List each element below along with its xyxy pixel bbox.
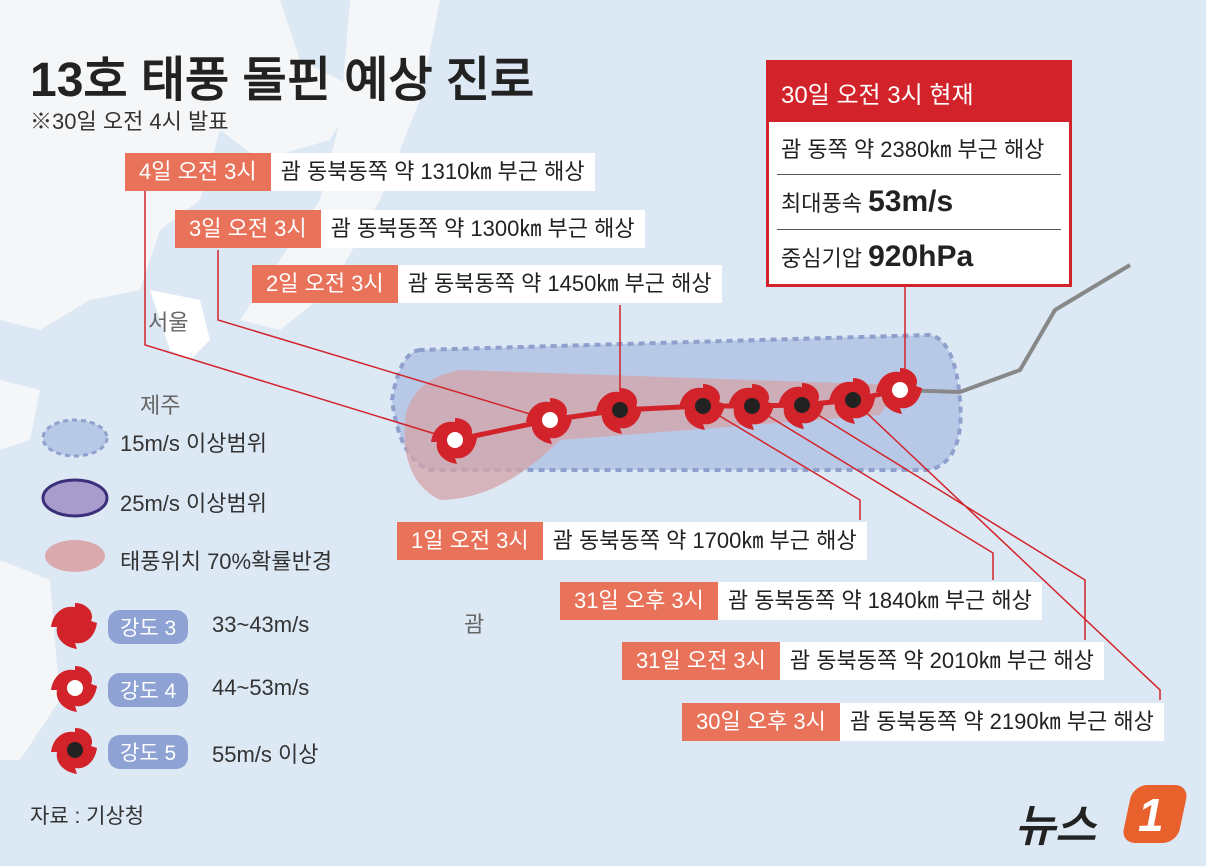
logo-text: 뉴스: [1015, 802, 1096, 851]
time: 31일 오후 3시: [560, 582, 718, 620]
forecast-label: 30일 오후 3시 괌 동북동쪽 약 2190㎞ 부근 해상: [682, 703, 1164, 741]
legend-symbol: [51, 603, 97, 774]
current-pressure: 중심기압 920hPa: [777, 230, 1061, 284]
subtitle: ※30일 오전 4시 발표: [30, 109, 229, 134]
intensity-pill: 강도 4: [108, 673, 189, 707]
past-track: [899, 263, 1132, 395]
intensity-range: 55m/s 이상: [212, 742, 319, 767]
intensity-range: 33~43m/s: [212, 612, 310, 637]
forecast-label: 4일 오전 3시 괌 동북동쪽 약 1310㎞ 부근 해상: [125, 153, 595, 191]
value: 53m/s: [868, 185, 954, 218]
forecast-label: 3일 오전 3시 괌 동북동쪽 약 1300㎞ 부근 해상: [175, 210, 645, 248]
legend-symbol: [45, 540, 105, 572]
legend-label: 태풍위치 70%확률반경: [120, 549, 333, 574]
time: 31일 오전 3시: [622, 642, 780, 680]
logo-mark: 1: [1138, 789, 1164, 841]
title: 13호 태풍 돌핀 예상 진로: [30, 54, 535, 107]
intensity-range: 44~53m/s: [212, 675, 310, 700]
desc: 괌 동북동쪽 약 1300㎞ 부근 해상: [320, 210, 645, 248]
desc: 괌 동북동쪽 약 1450㎞ 부근 해상: [397, 265, 722, 303]
probability-radius: [404, 370, 900, 500]
land-korea: [150, 290, 210, 360]
forecast-label: 31일 오후 3시 괌 동북동쪽 약 1840㎞ 부근 해상: [560, 582, 1042, 620]
time: 2일 오전 3시: [252, 265, 398, 303]
label: 최대풍속: [781, 191, 862, 216]
forecast-label: 1일 오전 3시 괌 동북동쪽 약 1700㎞ 부근 해상: [397, 522, 867, 560]
legend-label: 15m/s 이상범위: [120, 431, 267, 456]
time: 4일 오전 3시: [125, 153, 271, 191]
time: 30일 오후 3시: [682, 703, 840, 741]
desc: 괌 동북동쪽 약 1700㎞ 부근 해상: [542, 522, 867, 560]
place-label: 서울: [148, 310, 189, 335]
label: 중심기압: [781, 246, 862, 271]
desc: 괌 동북동쪽 약 1310㎞ 부근 해상: [270, 153, 595, 191]
desc: 괌 동북동쪽 약 1840㎞ 부근 해상: [717, 582, 1042, 620]
place-label: 괌: [464, 612, 485, 637]
current-wind: 최대풍속 53m/s: [777, 175, 1061, 230]
forecast-label: 2일 오전 3시 괌 동북동쪽 약 1450㎞ 부근 해상: [252, 265, 722, 303]
time: 1일 오전 3시: [397, 522, 543, 560]
value: 920hPa: [868, 240, 974, 273]
place-label: 제주: [140, 393, 181, 418]
land-south: [0, 380, 60, 760]
connectors: [144, 190, 1161, 700]
intensity-pill: 강도 3: [108, 610, 189, 644]
desc: 괌 동북동쪽 약 2010㎞ 부근 해상: [779, 642, 1104, 680]
logo-mark-bg: [1123, 785, 1187, 843]
legend-symbol: [41, 418, 109, 458]
current-header: 30일 오전 3시 현재: [769, 63, 1069, 122]
typhoon-points: [431, 368, 922, 464]
desc: 괌 동북동쪽 약 2190㎞ 부근 해상: [839, 703, 1164, 741]
current-box: 30일 오전 3시 현재 괌 동쪽 약 2380㎞ 부근 해상 최대풍속 53m…: [766, 60, 1072, 287]
legend-label: 25m/s 이상범위: [120, 491, 267, 516]
intensity-pill: 강도 5: [108, 735, 189, 769]
current-location: 괌 동쪽 약 2380㎞ 부근 해상: [777, 122, 1061, 175]
time: 3일 오전 3시: [175, 210, 321, 248]
source: 자료 : 기상청: [30, 805, 145, 828]
forecast-label: 31일 오전 3시 괌 동북동쪽 약 2010㎞ 부근 해상: [622, 642, 1104, 680]
legend-symbol: [41, 478, 109, 518]
